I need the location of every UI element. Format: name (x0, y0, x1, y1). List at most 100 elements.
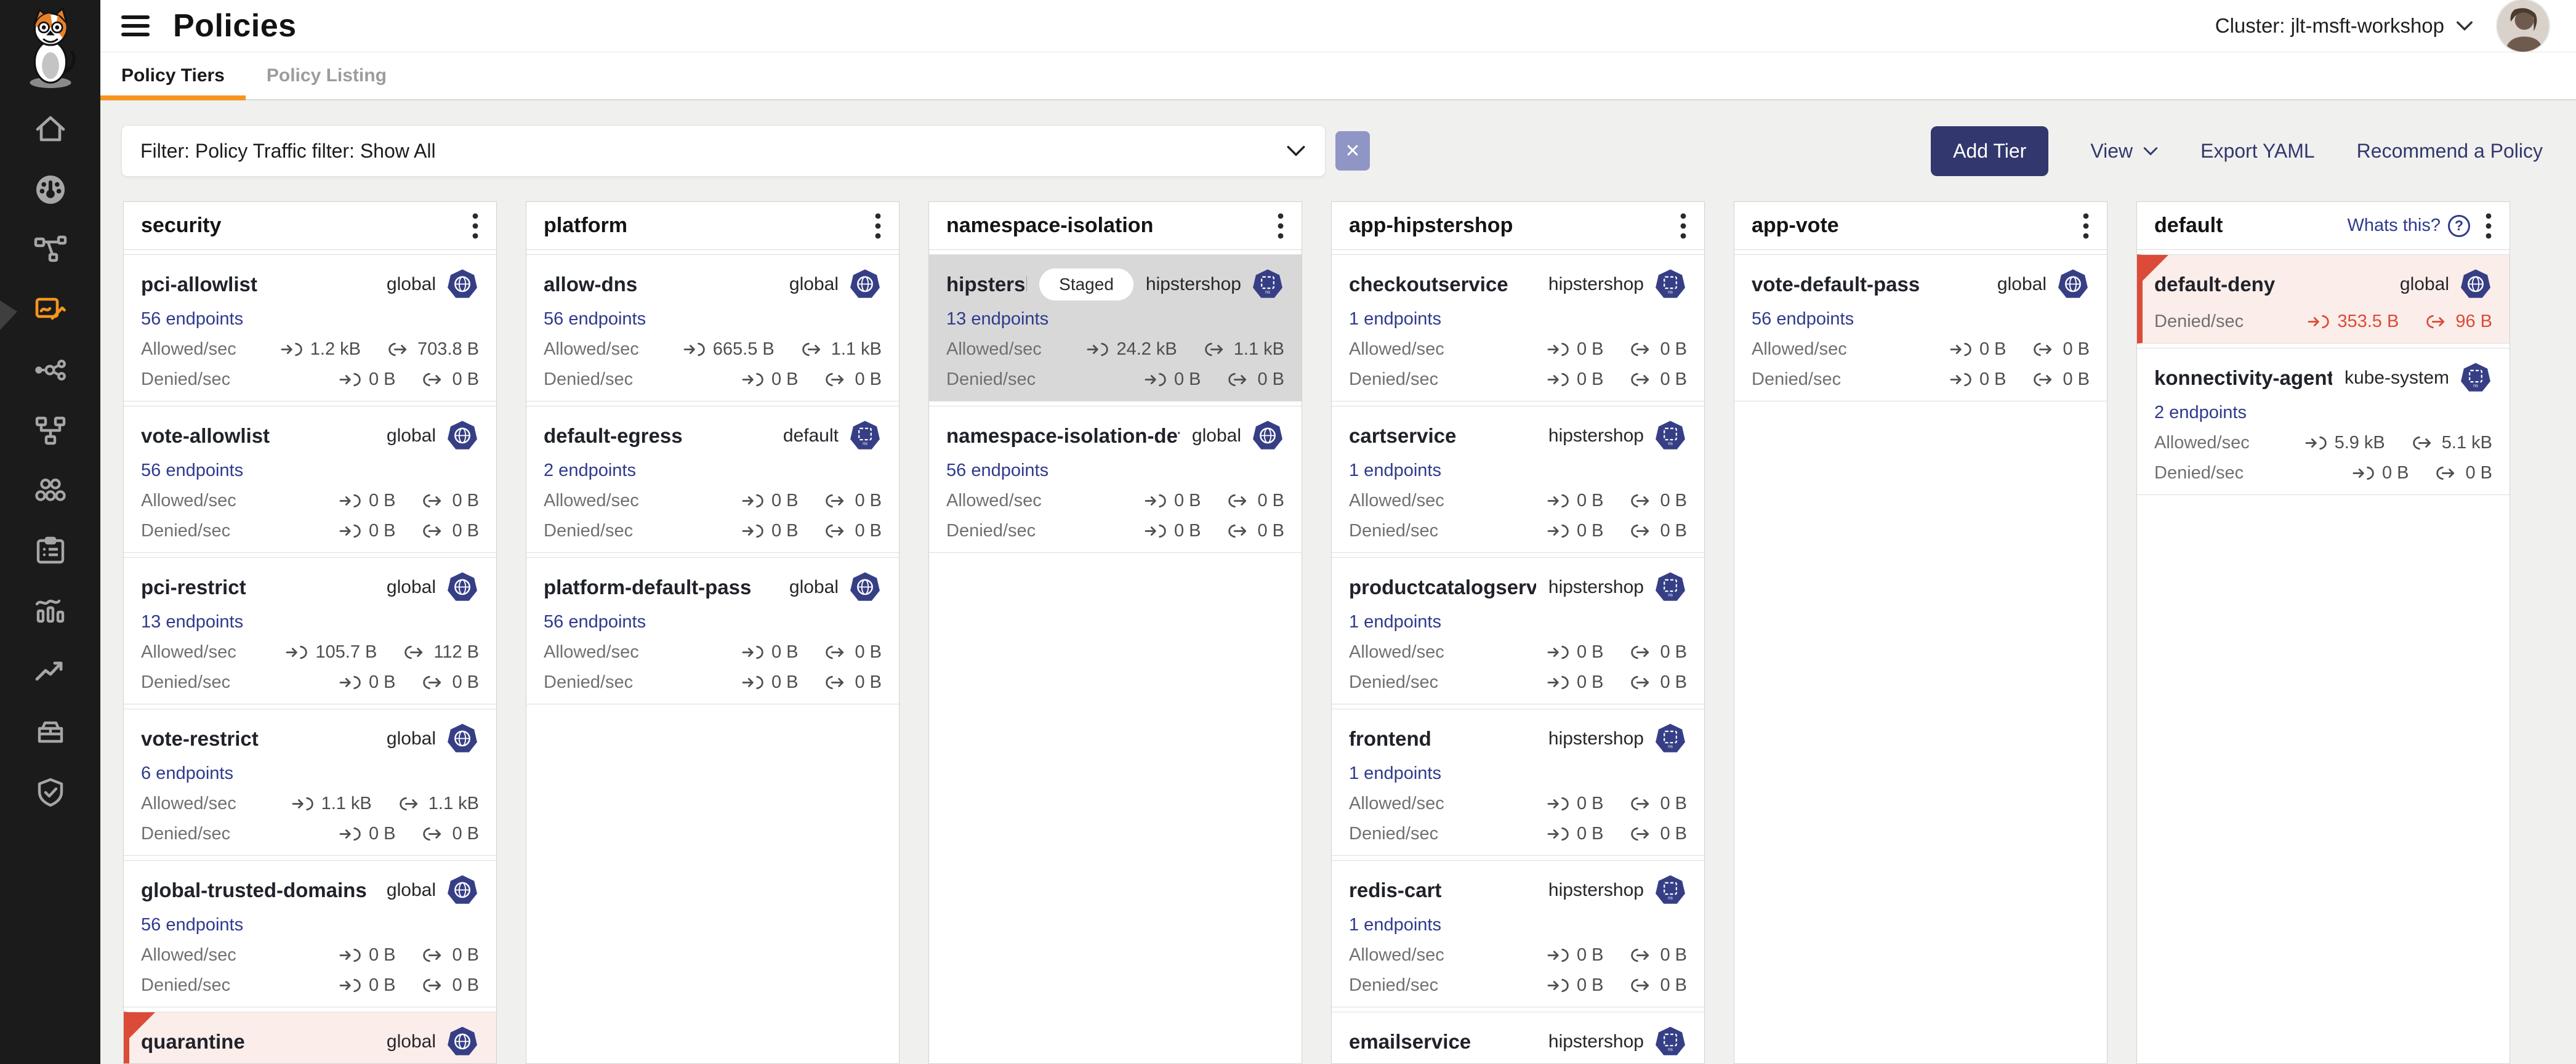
allowed-in-pair: 0 B (741, 642, 798, 663)
endpoints-link[interactable]: 1 endpoints (1349, 309, 1441, 329)
security-shield-icon[interactable] (33, 775, 68, 811)
policy-card[interactable]: allow-dns global 56 endpoints Allowed/se… (526, 254, 899, 401)
denied-in-pair: 0 B (1546, 824, 1603, 844)
allowed-in-value: 0 B (1576, 491, 1604, 510)
denied-out-value: 0 B (2465, 463, 2492, 483)
service-graph-icon[interactable] (33, 232, 68, 268)
policy-card[interactable]: namespace-isolation-default-p… global 56… (929, 406, 1302, 553)
policy-card[interactable]: productcatalogservice hipstershop ns 1 e… (1332, 557, 1704, 704)
policy-tier-column: default Whats this? ? default-deny globa… (2136, 201, 2510, 1064)
endpoints-link[interactable]: 1 endpoints (1349, 764, 1441, 783)
allowed-row: Allowed/sec 1.2 kB 703.8 B (141, 339, 479, 360)
tier-menu-button[interactable] (1680, 212, 1687, 240)
policy-card[interactable]: redis-cart hipstershop ns 1 endpoints Al… (1332, 860, 1704, 1007)
allowed-label: Allowed/sec (946, 339, 1042, 359)
tier-header-right (1680, 212, 1687, 240)
policy-card-titlerow: productcatalogservice hipstershop ns (1349, 570, 1687, 605)
endpoints-link[interactable]: 13 endpoints (141, 612, 244, 632)
policy-card[interactable]: quarantine global 0 endpoints (124, 1012, 496, 1063)
topology-icon[interactable] (33, 413, 68, 449)
policy-card[interactable]: vote-allowlist global 56 endpoints Allow… (124, 406, 496, 553)
inbound-icon (339, 978, 361, 993)
endpoints-link[interactable]: 1 endpoints (1349, 915, 1441, 935)
policy-card[interactable]: default-egress default ns 2 endpoints Al… (526, 406, 899, 553)
policy-card[interactable]: vote-default-pass global 56 endpoints Al… (1734, 254, 2107, 401)
tier-menu-button[interactable] (1277, 212, 1284, 240)
tab-policy-listing[interactable]: Policy Listing (246, 52, 408, 99)
endpoints-link[interactable]: 2 endpoints (544, 461, 636, 480)
calico-cat-logo[interactable] (14, 6, 87, 94)
endpoints-link[interactable]: 6 endpoints (141, 764, 233, 783)
policy-scope: hipstershop ns (1548, 419, 1687, 453)
dashboard-gauge-icon[interactable] (33, 172, 68, 208)
tier-header: default Whats this? ? (2137, 202, 2510, 250)
tab-policy-tiers[interactable]: Policy Tiers (100, 52, 246, 100)
workloads-icon[interactable] (33, 474, 68, 509)
endpoints-link[interactable]: 56 endpoints (544, 612, 646, 632)
clear-filter-button[interactable]: ✕ (1335, 131, 1370, 171)
tier-header-right (874, 212, 882, 240)
endpoints-link[interactable]: 56 endpoints (1752, 309, 1854, 329)
user-avatar[interactable] (2496, 0, 2550, 53)
denied-in-value: 0 B (771, 521, 799, 541)
endpoints-link[interactable]: 1 endpoints (1349, 461, 1441, 480)
allowed-in-pair: 0 B (1546, 794, 1603, 814)
compliance-clipboard-icon[interactable] (33, 534, 68, 570)
policy-card[interactable]: platform-default-pass global 56 endpoint… (526, 557, 899, 704)
ns-badge-label: ns (2473, 383, 2478, 389)
allowed-row: Allowed/sec 1.1 kB 1.1 kB (141, 794, 479, 814)
inbound-icon (1950, 373, 1971, 387)
endpoints-link[interactable]: 56 endpoints (946, 461, 1049, 480)
policy-card[interactable]: emailservice hipstershop ns 1 endpoints … (1332, 1012, 1704, 1063)
policy-name: quarantine (141, 1030, 245, 1053)
tier-help[interactable]: Whats this? ? (2348, 214, 2470, 237)
cluster-selector[interactable]: Cluster: jlt-msft-workshop (2215, 14, 2474, 38)
denied-out-pair: 0 B (1629, 672, 1687, 693)
allowed-in-pair: 665.5 B (682, 339, 775, 360)
view-button[interactable]: View (2090, 140, 2159, 163)
policy-card[interactable]: frontend hipstershop ns 1 endpoints Allo… (1332, 709, 1704, 856)
inbound-icon (1547, 797, 1569, 811)
trends-icon[interactable] (33, 655, 68, 690)
policy-card[interactable]: default-deny global Denied/sec 353.5 (2137, 254, 2510, 344)
traffic-filter-dropdown[interactable]: Filter: Policy Traffic filter: Show All (121, 125, 1326, 177)
hamburger-menu-icon[interactable] (121, 15, 150, 36)
connections-icon[interactable] (33, 353, 68, 389)
allowed-label: Allowed/sec (544, 339, 639, 359)
logs-chart-icon[interactable] (33, 594, 68, 630)
recommend-policy-button[interactable]: Recommend a Policy (2356, 139, 2543, 162)
policies-icon[interactable] (33, 292, 68, 328)
allowed-out-pair: 1.1 kB (398, 794, 479, 814)
denied-out-value: 0 B (452, 672, 479, 692)
tier-menu-button[interactable] (472, 212, 479, 240)
home-icon[interactable] (33, 111, 68, 147)
endpoints-link[interactable]: 56 endpoints (141, 915, 244, 935)
denied-row: Denied/sec 0 B 0 B (1349, 521, 1687, 541)
policy-card[interactable]: konnectivity-agent kube-system ns 2 endp… (2137, 348, 2510, 495)
endpoints-link[interactable]: 56 endpoints (141, 461, 244, 480)
denied-in-value: 0 B (1173, 369, 1201, 389)
policy-card[interactable]: pci-restrict global 13 endpoints Allowed… (124, 557, 496, 704)
endpoints-link[interactable]: 2 endpoints (2154, 403, 2247, 422)
endpoints-link[interactable]: 1 endpoints (1349, 612, 1441, 632)
packages-icon[interactable] (33, 715, 68, 751)
tier-menu-button[interactable] (874, 212, 882, 240)
export-yaml-button[interactable]: Export YAML (2200, 139, 2315, 162)
denied-in-pair: 0 B (338, 672, 396, 693)
policy-card[interactable]: cartservice hipstershop ns 1 endpoints A… (1332, 406, 1704, 553)
policy-card[interactable]: pci-allowlist global 56 endpoints Allowe… (124, 254, 496, 401)
policy-card[interactable]: checkoutservice hipstershop ns 1 endpoin… (1332, 254, 1704, 401)
add-tier-button[interactable]: Add Tier (1931, 126, 2049, 176)
endpoints-link[interactable]: 56 endpoints (544, 309, 646, 329)
endpoints-link[interactable]: 13 endpoints (946, 309, 1049, 329)
tier-menu-button[interactable] (2082, 212, 2090, 240)
policy-card[interactable]: vote-restrict global 6 endpoints Allowed… (124, 709, 496, 856)
policy-card[interactable]: global-trusted-domains global 56 endpoin… (124, 860, 496, 1007)
denied-label: Denied/sec (141, 824, 231, 844)
tier-menu-button[interactable] (2485, 212, 2492, 240)
endpoints-link[interactable]: 56 endpoints (141, 309, 244, 329)
policy-card[interactable]: hipstershop-gh… Staged hipstershop ns 13… (929, 254, 1302, 401)
allowed-values: 5.9 kB 5.1 kB (2304, 433, 2492, 453)
denied-in-value: 0 B (368, 672, 396, 692)
policy-card-titlerow: checkoutservice hipstershop ns (1349, 267, 1687, 302)
